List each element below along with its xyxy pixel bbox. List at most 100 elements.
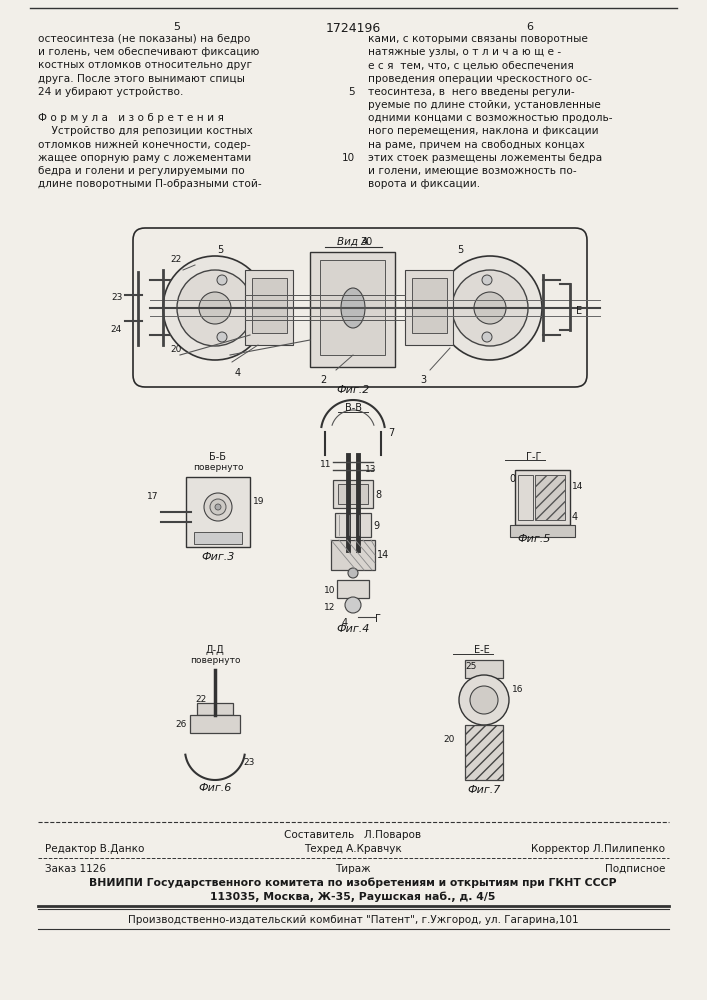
Text: Е: Е [576, 306, 582, 316]
Text: Е-Е: Е-Е [474, 645, 490, 655]
Text: повернуто: повернуто [193, 463, 243, 472]
Bar [245, 270, 293, 345]
Text: ного перемещения, наклона и фиксации: ного перемещения, наклона и фиксации [368, 126, 599, 136]
Text: и голень, чем обеспечивают фиксацию: и голень, чем обеспечивают фиксацию [38, 47, 259, 57]
Text: Устройство для репозиции костных: Устройство для репозиции костных [38, 126, 252, 136]
Text: проведения операции чрескостного ос-: проведения операции чрескостного ос- [368, 74, 592, 84]
Text: 19: 19 [253, 497, 264, 506]
Text: одними концами с возможностью продоль-: одними концами с возможностью продоль- [368, 113, 612, 123]
Text: 24 и убирают устройство.: 24 и убирают устройство. [38, 87, 183, 97]
Bar [333, 480, 373, 508]
Circle shape [482, 332, 492, 342]
Text: руемые по длине стойки, установленные: руемые по длине стойки, установленные [368, 100, 601, 110]
Text: 11: 11 [320, 460, 331, 469]
Text: остеосинтеза (не показаны) на бедро: остеосинтеза (не показаны) на бедро [38, 34, 250, 44]
Circle shape [452, 270, 528, 346]
Bar [310, 252, 395, 367]
Text: Заказ 1126: Заказ 1126 [45, 864, 106, 874]
Text: Производственно-издательский комбинат "Патент", г.Ужгород, ул. Гагарина,101: Производственно-издательский комбинат "П… [128, 915, 578, 925]
Text: бедра и голени и регулируемыми по: бедра и голени и регулируемыми по [38, 166, 245, 176]
Bar [186, 477, 250, 547]
Circle shape [177, 270, 253, 346]
Text: 20: 20 [443, 735, 455, 744]
Text: 22: 22 [171, 255, 182, 264]
Circle shape [163, 256, 267, 360]
Text: Д-Д: Д-Д [206, 645, 224, 655]
Text: 113035, Москва, Ж-35, Раушская наб., д. 4/5: 113035, Москва, Ж-35, Раушская наб., д. … [210, 892, 496, 902]
Text: ВНИИПИ Государственного комитета по изобретениям и открытиям при ГКНТ СССР: ВНИИПИ Государственного комитета по изоб… [89, 878, 617, 888]
Circle shape [204, 493, 232, 521]
Bar [331, 540, 375, 570]
Text: ками, с которыми связаны поворотные: ками, с которыми связаны поворотные [368, 34, 588, 44]
Text: 30: 30 [360, 237, 373, 247]
Text: 24: 24 [111, 325, 122, 334]
Text: В-В: В-В [344, 403, 361, 413]
Text: 9: 9 [373, 521, 379, 531]
Bar [338, 484, 368, 504]
Bar [518, 475, 533, 520]
Text: 6: 6 [527, 22, 534, 32]
Bar [320, 260, 385, 355]
Circle shape [215, 504, 221, 510]
Text: 14: 14 [572, 482, 583, 491]
Text: этих стоек размещены ложементы бедра: этих стоек размещены ложементы бедра [368, 153, 602, 163]
Text: 5: 5 [173, 22, 180, 32]
Text: друга. После этого вынимают спицы: друга. После этого вынимают спицы [38, 74, 245, 84]
Bar [535, 475, 565, 520]
Text: Г-Г: Г-Г [526, 452, 542, 462]
Text: 16: 16 [512, 685, 523, 694]
Circle shape [199, 292, 231, 324]
Circle shape [217, 332, 227, 342]
Text: ворота и фиксации.: ворота и фиксации. [368, 179, 480, 189]
Text: 23: 23 [243, 758, 255, 767]
Bar [465, 660, 503, 678]
Text: и голени, имеющие возможность по-: и голени, имеющие возможность по- [368, 166, 577, 176]
Text: Фиг.6: Фиг.6 [198, 783, 232, 793]
Text: 8: 8 [375, 490, 381, 500]
Text: 17: 17 [146, 492, 158, 501]
Text: 22: 22 [196, 695, 207, 704]
Text: 2: 2 [320, 375, 326, 385]
Text: 10: 10 [342, 153, 355, 163]
Text: Б-Б: Б-Б [209, 452, 226, 462]
Text: теосинтеза, в  него введены регули-: теосинтеза, в него введены регули- [368, 87, 575, 97]
Circle shape [217, 275, 227, 285]
FancyBboxPatch shape [133, 228, 587, 387]
Bar [335, 513, 371, 537]
Circle shape [210, 499, 226, 515]
Text: 7: 7 [388, 428, 395, 438]
Text: 3: 3 [420, 375, 426, 385]
Bar [190, 715, 240, 733]
Text: на раме, причем на свободных концах: на раме, причем на свободных концах [368, 140, 585, 150]
Bar [405, 270, 453, 345]
Text: 4: 4 [342, 618, 348, 628]
Ellipse shape [341, 288, 365, 328]
Text: 0: 0 [509, 474, 515, 484]
Text: 5: 5 [349, 87, 355, 97]
Text: длине поворотными П-образными стой-: длине поворотными П-образными стой- [38, 179, 262, 189]
Text: 12: 12 [324, 603, 335, 612]
Text: Фиг.5: Фиг.5 [518, 534, 551, 544]
Text: костных отломков относительно друг: костных отломков относительно друг [38, 60, 252, 70]
Text: 1724196: 1724196 [325, 22, 380, 35]
Bar [412, 278, 447, 333]
Text: Фиг.2: Фиг.2 [337, 385, 370, 395]
Text: Редактор В.Данко: Редактор В.Данко [45, 844, 144, 854]
Text: Фиг.3: Фиг.3 [201, 552, 235, 562]
Text: жащее опорную раму с ложементами: жащее опорную раму с ложементами [38, 153, 251, 163]
Text: Ф о р м у л а   и з о б р е т е н и я: Ф о р м у л а и з о б р е т е н и я [38, 113, 224, 123]
Text: Подписное: Подписное [604, 864, 665, 874]
Circle shape [482, 275, 492, 285]
Text: 5: 5 [217, 245, 223, 255]
Circle shape [470, 686, 498, 714]
Text: Тираж: Тираж [335, 864, 370, 874]
Bar [465, 725, 503, 780]
Bar [510, 525, 575, 537]
Text: е с я  тем, что, с целью обеспечения: е с я тем, что, с целью обеспечения [368, 60, 574, 70]
Bar [515, 470, 570, 525]
Text: повернуто: повернуто [189, 656, 240, 665]
Text: 23: 23 [112, 293, 123, 302]
Text: Вид А: Вид А [337, 237, 368, 247]
Text: 5: 5 [457, 245, 463, 255]
Text: 4: 4 [235, 368, 241, 378]
